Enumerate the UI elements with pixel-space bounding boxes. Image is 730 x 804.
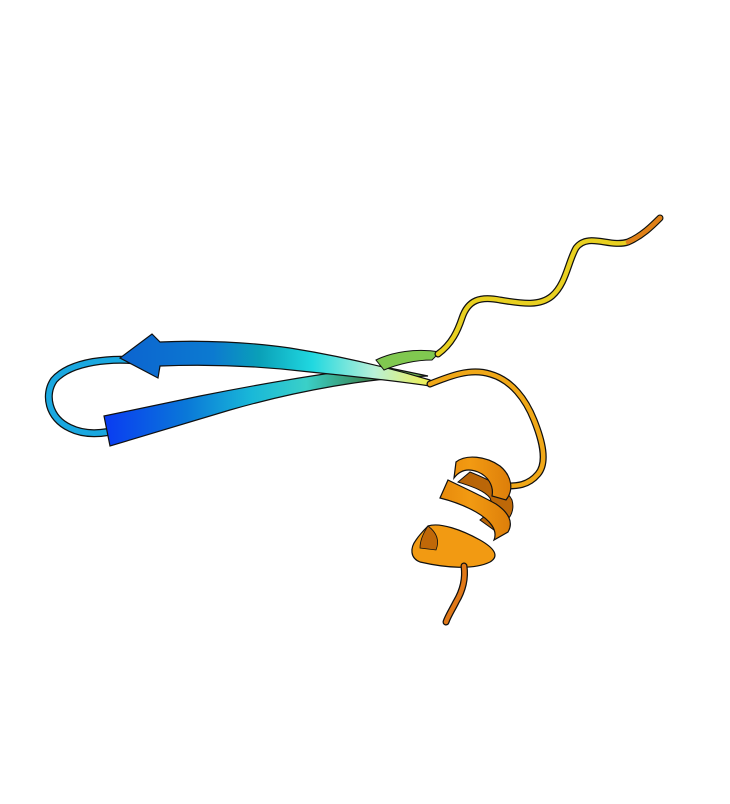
beta-crossing-segment	[375, 349, 442, 371]
alpha-helix	[411, 456, 514, 568]
n-terminal-coil	[434, 214, 664, 358]
beta-strand-2	[118, 333, 431, 387]
